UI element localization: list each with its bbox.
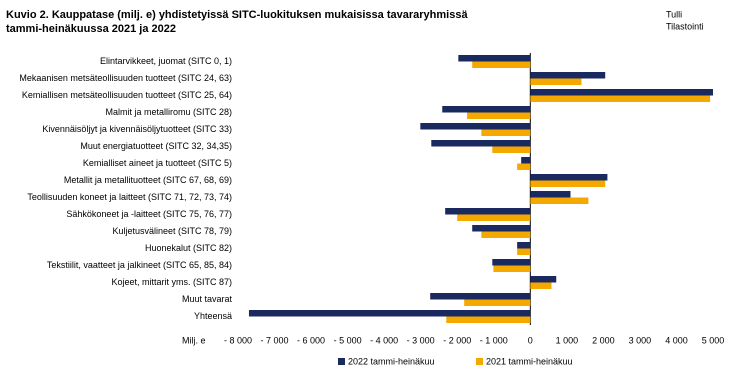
y-tick-label: Teollisuuden koneet ja laitteet (SITC 71… (27, 192, 232, 202)
bar (530, 78, 582, 85)
legend-swatch (476, 358, 483, 365)
legend-swatch (338, 358, 345, 365)
bar (464, 299, 531, 306)
bar (530, 174, 608, 181)
bar (521, 157, 531, 164)
y-tick-label: Elintarvikkeet, juomat (SITC 0, 1) (100, 56, 232, 66)
y-tick-label: Malmit ja metalliromu (SITC 28) (105, 107, 232, 117)
bar (492, 259, 531, 266)
x-tick-label: 4 000 (665, 335, 688, 345)
bar (458, 55, 531, 62)
bar (530, 282, 552, 289)
y-tick-label: Sähkökoneet ja -laitteet (SITC 75, 76, 7… (66, 209, 232, 219)
x-tick-label: - 7 000 (261, 335, 289, 345)
bar (530, 95, 711, 102)
bar (472, 225, 531, 232)
y-tick-label: Muut energiatuotteet (SITC 32, 34,35) (80, 141, 232, 151)
bar (530, 276, 557, 283)
y-tick-label: Tekstiilit, vaatteet ja jalkineet (SITC … (47, 260, 232, 270)
bar (445, 208, 531, 215)
bar (481, 231, 531, 238)
x-tick-label: - 8 000 (224, 335, 252, 345)
x-tick-label: 5 000 (702, 335, 725, 345)
x-tick-label: 0 (528, 335, 533, 345)
bar (517, 163, 531, 170)
x-tick-label: - 1 000 (480, 335, 508, 345)
y-tick-label: Kuljetusvälineet (SITC 78, 79) (112, 226, 232, 236)
legend-label: 2022 tammi-heinäkuu (348, 356, 435, 366)
bar (472, 61, 531, 68)
bar (481, 129, 531, 136)
y-tick-label: Mekaanisen metsäteollisuuden tuotteet (S… (19, 73, 232, 83)
y-tick-label: Huonekalut (SITC 82) (145, 243, 232, 253)
bar (248, 310, 531, 317)
x-axis-label: Milj. e (182, 335, 206, 345)
chart-title: Kuvio 2. Kauppatase (milj. e) yhdistetyi… (6, 9, 468, 21)
bar (467, 112, 531, 119)
bar (431, 140, 531, 147)
y-tick-label: Muut tavarat (182, 294, 233, 304)
bar (517, 248, 531, 255)
source: Tilastointi (666, 21, 704, 31)
bar (420, 123, 531, 130)
bar (430, 293, 531, 300)
bar (493, 265, 531, 272)
y-tick-label: Metallit ja metallituotteet (SITC 67, 68… (64, 175, 232, 185)
y-tick-label: Kemiallisen metsäteollisuuden tuotteet (… (22, 90, 232, 100)
bar (442, 106, 531, 113)
bar (530, 89, 713, 96)
y-tick-label: Kivennäisöljyt ja kivennäisöljytuotteet … (42, 124, 232, 134)
bar (492, 146, 531, 153)
y-tick-label: Kemialliset aineet ja tuotteet (SITC 5) (83, 158, 232, 168)
legend-label: 2021 tammi-heinäkuu (486, 356, 573, 366)
x-tick-label: - 6 000 (297, 335, 325, 345)
bar (530, 72, 606, 79)
x-tick-label: - 4 000 (370, 335, 398, 345)
y-tick-label: Yhteensä (194, 311, 232, 321)
bar (457, 214, 531, 221)
x-tick-label: - 5 000 (334, 335, 362, 345)
x-tick-label: 2 000 (592, 335, 615, 345)
x-tick-label: 3 000 (629, 335, 652, 345)
bar (530, 180, 606, 187)
x-tick-label: - 2 000 (443, 335, 471, 345)
bar (530, 191, 571, 198)
chart-title: tammi-heinäkuussa 2021 ja 2022 (6, 23, 176, 35)
bar (446, 316, 531, 323)
x-tick-label: 1 000 (556, 335, 579, 345)
bar (530, 197, 589, 204)
source: Tulli (666, 9, 682, 19)
bar (517, 242, 531, 249)
x-tick-label: - 3 000 (407, 335, 435, 345)
y-tick-label: Kojeet, mittarit yms. (SITC 87) (111, 277, 232, 287)
